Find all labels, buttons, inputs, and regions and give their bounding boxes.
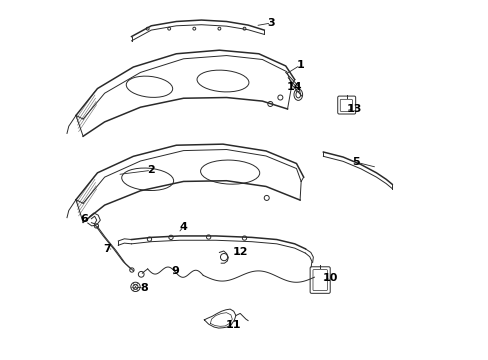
Text: 6: 6 — [80, 215, 88, 224]
Text: 3: 3 — [267, 18, 275, 28]
Text: 10: 10 — [322, 273, 338, 283]
Text: 5: 5 — [351, 157, 359, 167]
Text: 7: 7 — [103, 244, 111, 254]
Text: 11: 11 — [225, 320, 241, 330]
Text: 9: 9 — [171, 266, 179, 276]
Text: 4: 4 — [179, 222, 187, 231]
Text: 12: 12 — [233, 247, 248, 257]
Text: 13: 13 — [346, 104, 361, 114]
Text: 1: 1 — [296, 60, 304, 70]
Text: 8: 8 — [140, 283, 148, 293]
Text: 2: 2 — [147, 165, 155, 175]
Text: 14: 14 — [286, 82, 302, 93]
